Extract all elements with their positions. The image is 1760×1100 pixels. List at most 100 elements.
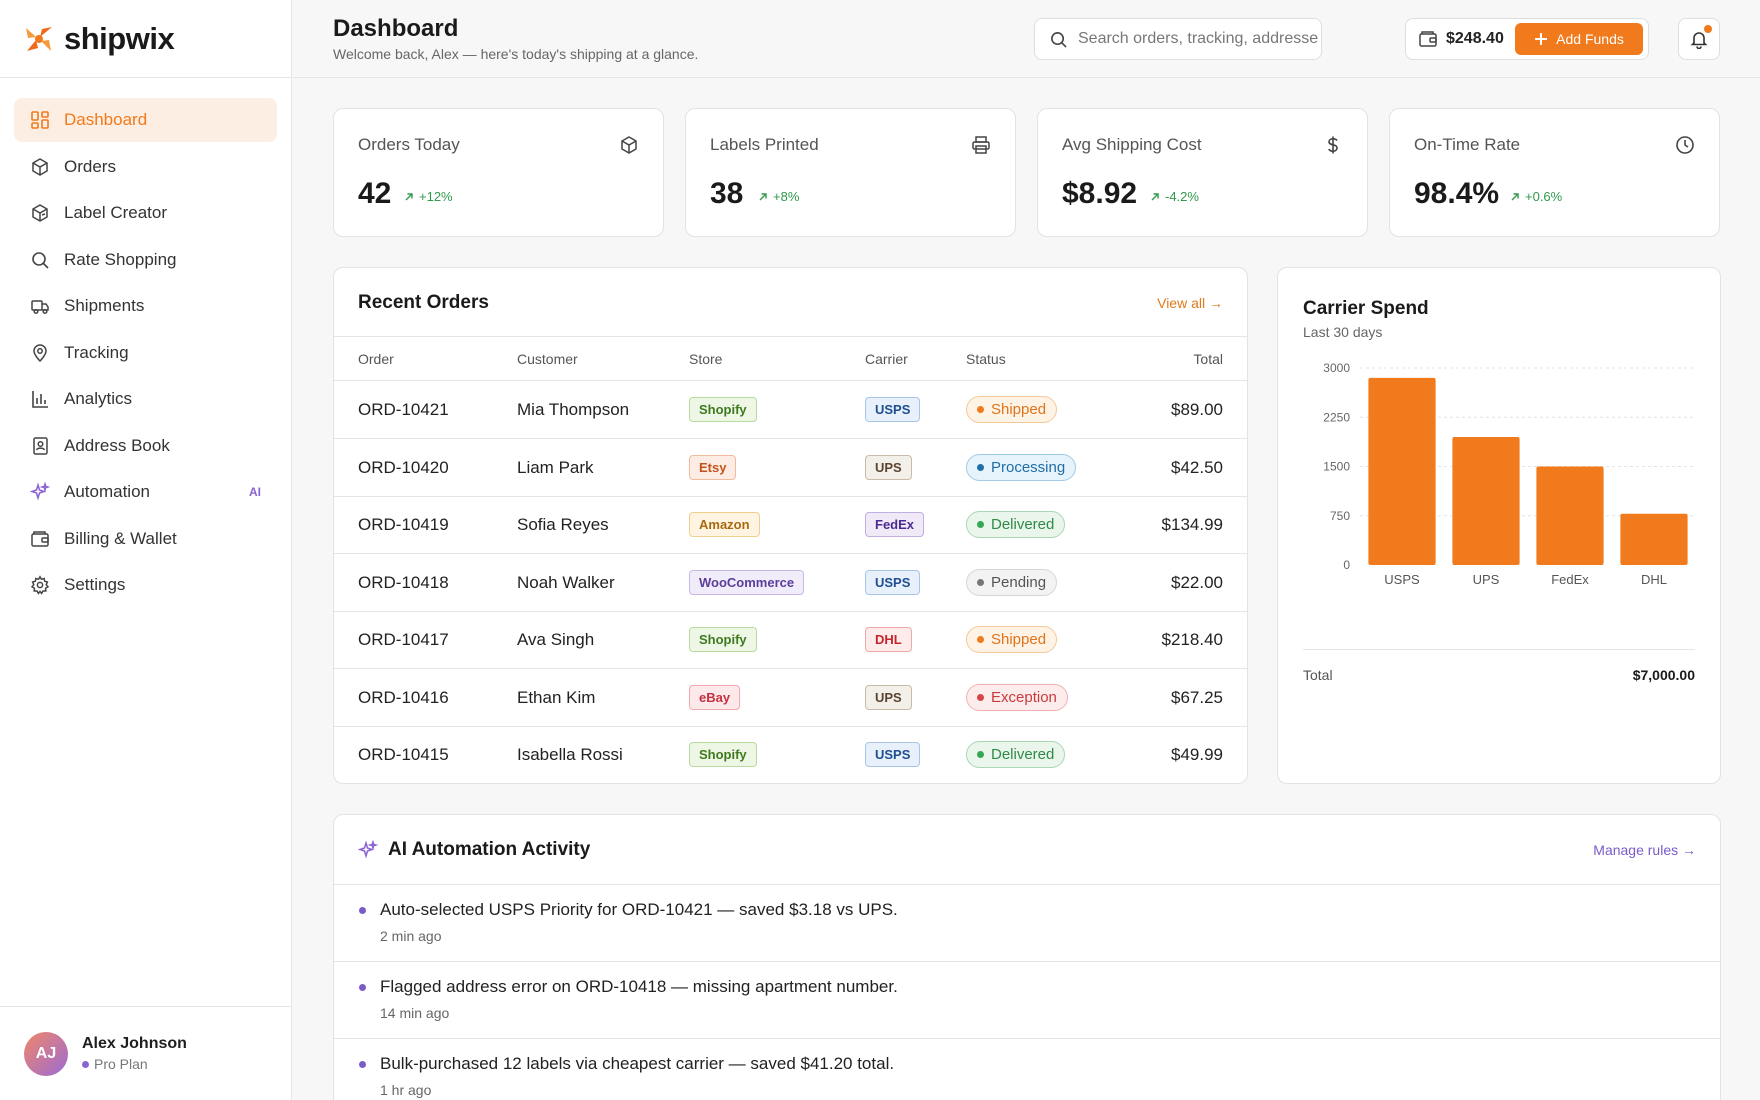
status-badge: Shipped [966, 626, 1058, 653]
search-input[interactable] [1078, 30, 1318, 48]
arrow-up-right-icon [759, 192, 767, 200]
user-plan-label: Pro Plan [94, 1056, 148, 1072]
y-tick-label: 3000 [1323, 361, 1350, 375]
order-id[interactable]: ORD-10416 [358, 687, 449, 707]
sidebar-item-address-book[interactable]: Address Book [14, 424, 277, 468]
carrier-cell: USPS [865, 397, 921, 422]
store-cell: Amazon [689, 512, 760, 537]
column-header-carrier[interactable]: Carrier [865, 351, 908, 367]
x-tick-label: FedEx [1551, 572, 1589, 587]
x-tick-label: USPS [1384, 572, 1420, 587]
sidebar-item-orders[interactable]: Orders [14, 145, 277, 189]
table-row[interactable]: ORD-10420 Liam Park Etsy UPS Processing $42.5… [334, 440, 1247, 497]
order-total: $42.50 [1171, 457, 1223, 477]
carrier-cell: UPS [865, 454, 912, 480]
column-header-total[interactable]: Total [1193, 351, 1223, 367]
notifications-button[interactable] [1678, 18, 1720, 60]
x-tick-label: DHL [1641, 572, 1667, 587]
manage-rules-link[interactable]: Manage rules → [1593, 842, 1696, 858]
order-id[interactable]: ORD-10421 [358, 400, 449, 419]
user-profile[interactable]: AJ Alex Johnson Pro Plan [0, 1006, 292, 1100]
user-name: Alex Johnson [82, 1035, 187, 1052]
table-row[interactable]: ORD-10416 Ethan Kim eBay UPS Exception $67.25 [334, 670, 1247, 727]
y-tick-label: 1500 [1323, 460, 1350, 474]
column-header-store[interactable]: Store [689, 351, 723, 367]
status-dot [977, 751, 984, 758]
carrier-tag: USPS [865, 569, 921, 595]
stat-value: 42 [358, 177, 392, 210]
bar-ups[interactable] [1452, 436, 1520, 565]
order-total: $22.00 [1171, 572, 1223, 592]
bar-fedex[interactable] [1536, 466, 1604, 566]
column-header-order[interactable]: Order [358, 351, 394, 367]
order-id[interactable]: ORD-10415 [358, 745, 449, 764]
sidebar-item-label: Address Book [64, 435, 170, 455]
arrow-up-right-icon [1151, 192, 1159, 200]
sidebar-item-label: Rate Shopping [64, 249, 177, 269]
order-id[interactable]: ORD-10417 [358, 630, 449, 649]
page-title: Dashboard [333, 15, 459, 42]
store-cell: Shopify [689, 742, 757, 767]
order-id[interactable]: ORD-10420 [358, 457, 449, 477]
customer-name: Ava Singh [517, 630, 595, 649]
avatar: AJ [24, 1031, 68, 1076]
sidebar-item-tracking[interactable]: Tracking [14, 331, 277, 375]
ai-activity-title: AI Automation Activity [388, 839, 591, 860]
store-tag: Amazon [689, 512, 760, 537]
search-bar[interactable] [1034, 18, 1322, 60]
table-row[interactable]: ORD-10415 Isabella Rossi Shopify USPS Delive… [334, 727, 1247, 784]
status-dot [977, 521, 984, 528]
status-badge: Shipped [966, 396, 1058, 423]
printer-icon [972, 136, 990, 154]
ai-activity-card: AI Automation Activity Manage rules → Au… [333, 814, 1721, 1100]
status-label: Delivered [991, 516, 1055, 533]
status-label: Processing [991, 458, 1066, 476]
column-header-status[interactable]: Status [966, 351, 1006, 367]
order-id[interactable]: ORD-10418 [358, 572, 449, 592]
column-header-customer[interactable]: Customer [517, 351, 578, 367]
wallet-icon [1419, 31, 1437, 47]
sidebar-item-analytics[interactable]: Analytics [14, 377, 277, 421]
carrier-cell: USPS [865, 742, 921, 767]
sidebar-item-automation[interactable]: Automation AI [14, 470, 277, 514]
sidebar-item-billing-wallet[interactable]: Billing & Wallet [14, 517, 277, 561]
table-row[interactable]: ORD-10421 Mia Thompson Shopify USPS Shipped $… [334, 382, 1247, 439]
store-tag: Etsy [689, 454, 737, 480]
arrow-up-right-icon [1511, 192, 1519, 200]
sidebar-item-shipments[interactable]: Shipments [14, 284, 277, 328]
bullet-dot [359, 907, 366, 914]
order-id[interactable]: ORD-10419 [358, 515, 449, 534]
table-row[interactable]: ORD-10418 Noah Walker WooCommerce USPS Pendi… [334, 555, 1247, 612]
brand[interactable]: shipwix [0, 0, 291, 78]
sidebar: shipwix Dashboard Orders Label Creator R… [0, 0, 292, 1100]
bar-usps[interactable] [1368, 377, 1436, 565]
table-row[interactable]: ORD-10417 Ava Singh Shopify DHL Shipped $218.… [334, 612, 1247, 669]
status-cell: Exception [966, 683, 1068, 711]
bar-dhl[interactable] [1620, 513, 1688, 565]
table-row[interactable]: ORD-10419 Sofia Reyes Amazon FedEx Delivered… [334, 497, 1247, 554]
recent-orders-title: Recent Orders [358, 292, 489, 313]
store-cell: Shopify [689, 397, 757, 422]
status-label: Delivered [991, 746, 1055, 763]
order-total: $49.99 [1171, 745, 1223, 764]
sidebar-item-dashboard[interactable]: Dashboard [14, 98, 277, 142]
add-funds-button[interactable]: Add Funds [1515, 23, 1643, 55]
customer-name: Mia Thompson [517, 400, 630, 419]
sidebar-item-settings[interactable]: Settings [14, 563, 277, 607]
stat-card-orders-today: Orders Today 42 +12% [333, 108, 664, 237]
notification-dot [1704, 25, 1712, 33]
ai-activity-item: Flagged address error on ORD-10418 — mis… [334, 961, 1720, 1038]
sidebar-item-rate-shopping[interactable]: Rate Shopping [14, 238, 277, 282]
order-total: $89.00 [1171, 400, 1223, 419]
ai-badge: AI [249, 485, 261, 499]
view-all-link[interactable]: View all → [1157, 295, 1223, 311]
status-label: Shipped [991, 631, 1047, 648]
dollar-icon [1328, 136, 1338, 154]
carrier-cell: USPS [865, 569, 921, 595]
ai-activity-text: Bulk-purchased 12 labels via cheapest ca… [380, 1054, 895, 1073]
status-badge: Exception [966, 683, 1068, 711]
store-cell: eBay [689, 684, 741, 710]
sidebar-item-label-creator[interactable]: Label Creator [14, 191, 277, 235]
page-subtitle: Welcome back, Alex — here's today's ship… [333, 46, 699, 62]
store-tag: Shopify [689, 627, 757, 652]
